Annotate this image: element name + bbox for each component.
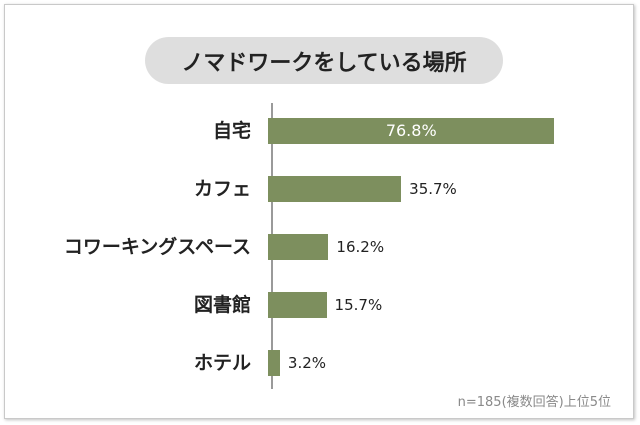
category-label: カフェ xyxy=(193,178,251,200)
category-label: コワーキングスペース xyxy=(63,236,251,258)
value-label: 15.7% xyxy=(334,296,383,314)
value-label: 16.2% xyxy=(336,238,385,256)
chart-frame: ノマドワークをしている場所 n=185(複数回答)上位5位 自宅 76.8% カフェ… xyxy=(4,4,634,419)
value-label: 76.8% xyxy=(385,121,437,140)
value-label: 3.2% xyxy=(287,354,327,372)
chart-title: ノマドワークをしている場所 xyxy=(145,37,503,84)
category-label: 図書館 xyxy=(193,294,251,316)
bar xyxy=(268,350,280,376)
bar xyxy=(268,176,402,202)
value-label: 35.7% xyxy=(409,180,457,198)
bar xyxy=(268,234,329,260)
bar xyxy=(268,118,555,144)
bar xyxy=(268,292,327,318)
category-label: ホテル xyxy=(193,352,251,374)
sample-note: n=185(複数回答)上位5位 xyxy=(457,395,611,410)
category-label: 自宅 xyxy=(212,120,251,142)
